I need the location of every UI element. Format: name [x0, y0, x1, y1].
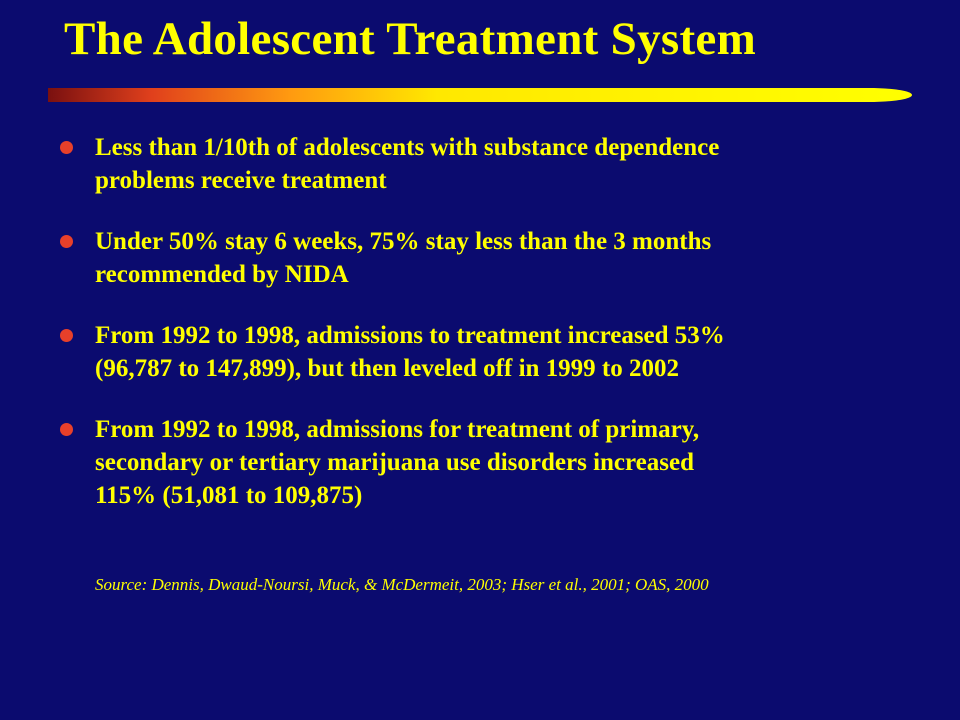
bullet-dot-icon — [60, 235, 73, 248]
bullet-list: Less than 1/10th of adolescents with sub… — [60, 131, 920, 540]
bullet-line: From 1992 to 1998, admissions to treatme… — [95, 322, 725, 349]
bullet-dot-icon — [60, 141, 73, 154]
bullet-line: Under 50% stay 6 weeks, 75% stay less th… — [95, 228, 712, 255]
bullet-line: From 1992 to 1998, admissions for treatm… — [95, 416, 700, 443]
title-underline-bar — [48, 88, 912, 102]
bullet-line: (96,787 to 147,899), but then leveled of… — [95, 355, 679, 382]
bullet-item: From 1992 to 1998, admissions to treatme… — [60, 319, 920, 385]
bullet-item: Less than 1/10th of adolescents with sub… — [60, 131, 920, 197]
bullet-line: secondary or tertiary marijuana use diso… — [95, 449, 694, 476]
bullet-dot-icon — [60, 423, 73, 436]
bullet-line: 115% (51,081 to 109,875) — [95, 482, 363, 509]
bullet-dot-icon — [60, 329, 73, 342]
bullet-line: Less than 1/10th of adolescents with sub… — [95, 134, 720, 161]
bullet-item: From 1992 to 1998, admissions for treatm… — [60, 413, 920, 512]
bullet-line: problems receive treatment — [95, 167, 387, 194]
source-citation: Source: Dennis, Dwaud-Noursi, Muck, & Mc… — [95, 575, 709, 594]
bullet-line: recommended by NIDA — [95, 261, 349, 288]
bullet-item: Under 50% stay 6 weeks, 75% stay less th… — [60, 225, 920, 291]
slide-title: The Adolescent Treatment System — [64, 13, 757, 65]
